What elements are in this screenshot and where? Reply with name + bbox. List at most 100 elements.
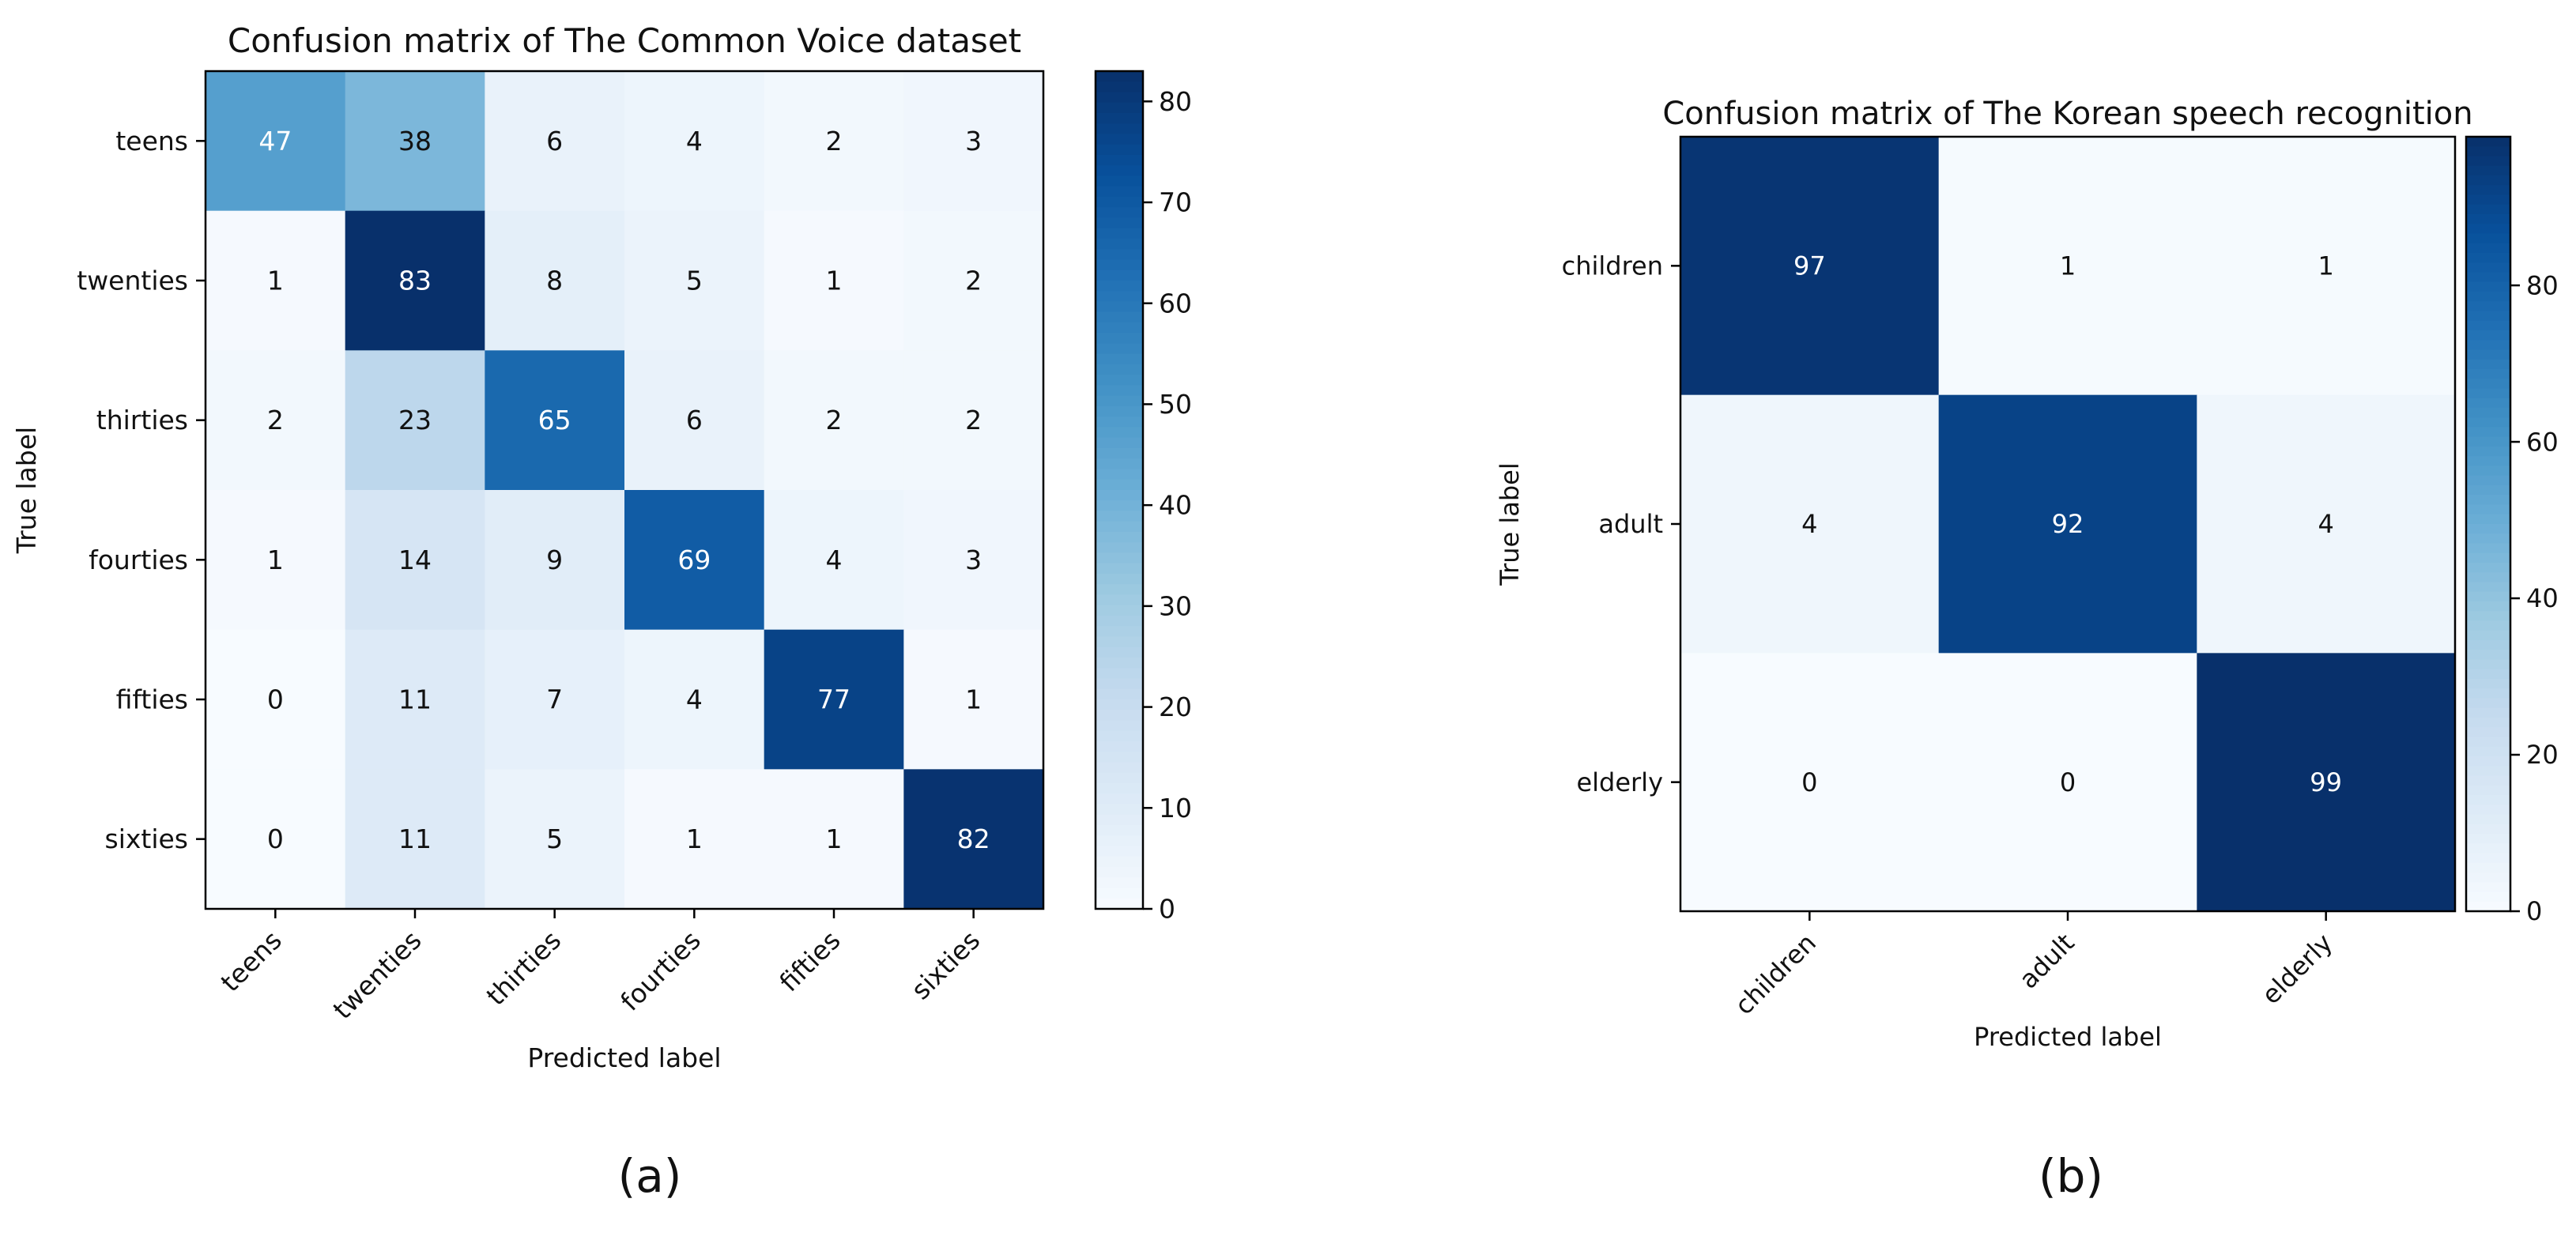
chart0-cell-r4-c1 bbox=[345, 629, 485, 770]
chart0-colorbar-segment bbox=[1096, 584, 1143, 596]
chart1-cell-r1-c1 bbox=[1938, 394, 2197, 654]
chart0-colorbar-segment bbox=[1096, 888, 1143, 899]
chart1-cell-r0-c1 bbox=[1938, 137, 2197, 396]
chart0-colorbar-segment bbox=[1096, 301, 1143, 313]
chart1-colorbar-segment bbox=[2466, 718, 2510, 729]
chart0-colorbar-segment bbox=[1096, 563, 1143, 575]
chart1-colorbar-segment bbox=[2466, 214, 2510, 225]
chart0-cell-value-r2-c4: 2 bbox=[826, 405, 843, 435]
chart1-colorbar-segment bbox=[2466, 427, 2510, 438]
chart1-colorbar-segment bbox=[2466, 379, 2510, 390]
chart0-colorbar-segment bbox=[1096, 668, 1143, 680]
chart1-colorbar-segment bbox=[2466, 707, 2510, 718]
chart0-cell-value-r3-c3: 69 bbox=[677, 545, 711, 575]
chart1-colorbar-segment bbox=[2466, 834, 2510, 845]
chart0-colorbar-segment bbox=[1096, 291, 1143, 303]
chart0-cell-value-r5-c2: 5 bbox=[546, 824, 563, 854]
chart1-colorbar-segment bbox=[2466, 650, 2510, 661]
chart0-cell-value-r4-c2: 7 bbox=[546, 684, 563, 715]
chart0-colorbar-segment bbox=[1096, 877, 1143, 889]
chart0-colorbar-segment bbox=[1096, 814, 1143, 826]
chart1-colorbar-frame bbox=[2465, 135, 2512, 913]
chart1-colorbar-tick-label-1: 20 bbox=[2526, 740, 2559, 770]
chart0-cell-r5-c2 bbox=[485, 769, 625, 910]
chart0-cell-r2-c4 bbox=[764, 350, 904, 491]
chart0-cell-value-r0-c2: 6 bbox=[546, 126, 563, 156]
chart0-cell-value-r0-c0: 47 bbox=[258, 126, 292, 156]
chart0-colorbar-segment bbox=[1096, 71, 1143, 83]
chart1-panel: Confusion matrix of The Korean speech re… bbox=[1495, 96, 2559, 1203]
chart1-cell-value-r0-c0: 97 bbox=[1793, 251, 1826, 281]
chart1-colorbar-segment bbox=[2466, 504, 2510, 515]
chart0-cell-value-r0-c1: 38 bbox=[398, 126, 432, 156]
chart0-colorbar-segment bbox=[1096, 81, 1143, 93]
chart1-colorbar-segment bbox=[2466, 727, 2510, 738]
chart0-ylabel: True label bbox=[11, 427, 42, 554]
chart1-cell-r1-c0 bbox=[1680, 394, 1940, 654]
chart1-colorbar-segment bbox=[2466, 185, 2510, 196]
chart0-colorbar-tick-label-3: 30 bbox=[1159, 590, 1192, 621]
chart0-colorbar-segment bbox=[1096, 574, 1143, 586]
chart0-colorbar-segment bbox=[1096, 217, 1143, 229]
chart1-colorbar-segment bbox=[2466, 611, 2510, 622]
chart0-colorbar-tick-label-6: 60 bbox=[1159, 288, 1192, 318]
chart0-colorbar-segment bbox=[1096, 867, 1143, 879]
chart0-cell-r2-c0 bbox=[206, 350, 346, 491]
chart1-colorbar-segment bbox=[2466, 175, 2510, 187]
chart1-cell-value-r1-c0: 4 bbox=[1801, 509, 1817, 539]
chart0-colorbar-segment bbox=[1096, 311, 1143, 323]
chart1-colorbar-segment bbox=[2466, 630, 2510, 641]
chart1-colorbar-segment bbox=[2466, 359, 2510, 370]
chart0-cell-r1-c0 bbox=[206, 210, 346, 351]
chart1-colorbar-segment bbox=[2466, 204, 2510, 215]
chart1-colorbar-tick-label-3: 60 bbox=[2526, 427, 2559, 457]
chart0-plot-frame bbox=[204, 70, 1045, 910]
chart1-colorbar-segment bbox=[2466, 620, 2510, 631]
chart0-colorbar-segment bbox=[1096, 458, 1143, 470]
chart1-colorbar-segment bbox=[2466, 688, 2510, 699]
chart0-cell-value-r0-c4: 2 bbox=[826, 126, 843, 156]
chart1-colorbar-segment bbox=[2466, 582, 2510, 593]
chart1-colorbar-segment bbox=[2466, 843, 2510, 854]
chart1-cell-value-r1-c2: 4 bbox=[2318, 509, 2333, 539]
chart0-cell-r0-c1 bbox=[345, 71, 485, 212]
chart0-cell-r3-c1 bbox=[345, 490, 485, 631]
chart1-colorbar-segment bbox=[2466, 766, 2510, 777]
chart1-panel-label: (b) bbox=[2039, 1149, 2103, 1203]
chart1-colorbar-segment bbox=[2466, 156, 2510, 167]
chart0-cell-r4-c5 bbox=[903, 629, 1044, 770]
chart0-cell-r3-c4 bbox=[764, 490, 904, 631]
chart1-colorbar-segment bbox=[2466, 746, 2510, 757]
chart0-row-label-5: sixties bbox=[105, 824, 189, 854]
chart1-colorbar-segment bbox=[2466, 824, 2510, 835]
chart1-colorbar-segment bbox=[2466, 224, 2510, 235]
chart0-row-label-2: thirties bbox=[96, 405, 188, 435]
chart0-cell-r2-c5 bbox=[903, 350, 1044, 491]
chart1-colorbar-segment bbox=[2466, 901, 2510, 912]
chart0-colorbar-tick-label-5: 50 bbox=[1159, 389, 1192, 420]
chart0-cell-r5-c1 bbox=[345, 769, 485, 910]
chart1-colorbar-segment bbox=[2466, 756, 2510, 767]
chart1-colorbar-segment bbox=[2466, 146, 2510, 157]
chart0-cell-value-r3-c4: 4 bbox=[826, 545, 843, 575]
chart1-colorbar-segment bbox=[2466, 281, 2510, 292]
chart0-cell-value-r2-c2: 65 bbox=[538, 405, 571, 435]
chart0-colorbar-segment bbox=[1096, 720, 1143, 732]
chart1-colorbar-segment bbox=[2466, 320, 2510, 331]
chart1-colorbar-segment bbox=[2466, 311, 2510, 322]
chart0-colorbar-segment bbox=[1096, 646, 1143, 658]
chart1-cell-value-r2-c2: 99 bbox=[2310, 767, 2342, 797]
chart0-colorbar-segment bbox=[1096, 793, 1143, 805]
chart1-colorbar-segment bbox=[2466, 340, 2510, 351]
chart0-colorbar-segment bbox=[1096, 730, 1143, 742]
chart1-cell-r2-c0 bbox=[1680, 653, 1940, 912]
chart1-colorbar-segment bbox=[2466, 465, 2510, 477]
chart0-cell-r1-c4 bbox=[764, 210, 904, 351]
chart0-colorbar-segment bbox=[1096, 385, 1143, 397]
chart1-colorbar-segment bbox=[2466, 785, 2510, 796]
chart0-cell-r0-c3 bbox=[624, 71, 765, 212]
chart1-colorbar-segment bbox=[2466, 194, 2510, 205]
chart0-cell-value-r4-c5: 1 bbox=[965, 684, 982, 715]
chart1-colorbar-segment bbox=[2466, 737, 2510, 748]
chart0-cell-r2-c1 bbox=[345, 350, 485, 491]
